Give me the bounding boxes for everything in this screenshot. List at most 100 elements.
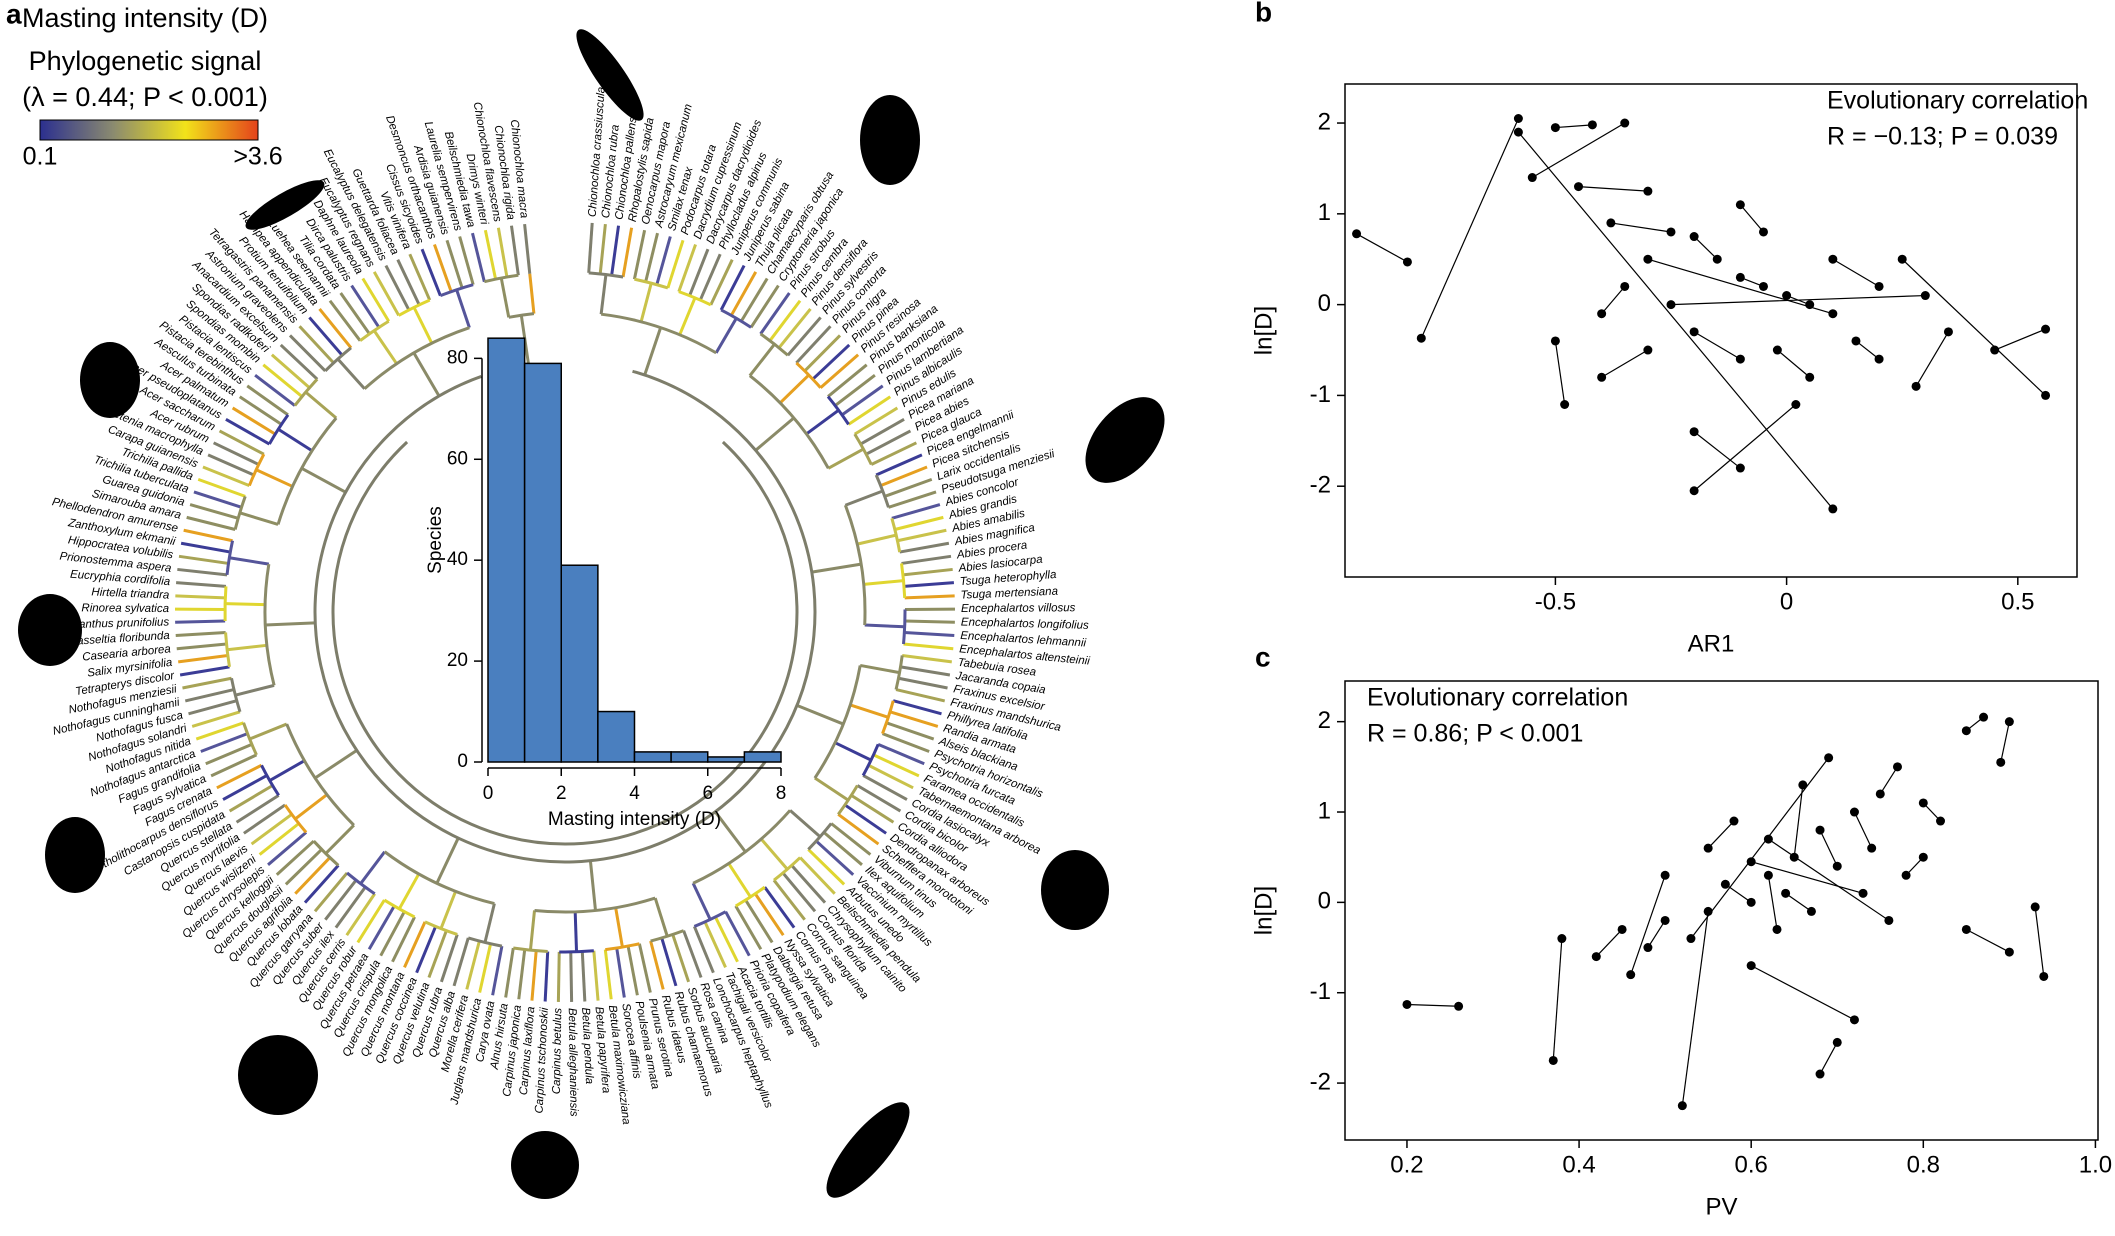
species-label: Rinorea sylvatica	[81, 602, 169, 615]
contrast-line	[1595, 929, 1623, 957]
point	[1660, 915, 1670, 925]
point	[2039, 971, 2049, 981]
branch	[265, 621, 316, 627]
branch	[799, 856, 836, 895]
point	[1513, 127, 1523, 137]
branch	[175, 619, 226, 624]
plot-frame	[1344, 83, 2078, 578]
branch	[372, 329, 398, 365]
y-tick-label: -1	[1310, 381, 1331, 408]
histogram-bar	[487, 337, 526, 763]
branch	[830, 822, 872, 856]
point	[1677, 1101, 1687, 1111]
contrast-line	[1406, 1003, 1459, 1007]
point	[1416, 333, 1426, 343]
branch	[881, 700, 895, 735]
branch	[827, 447, 865, 470]
branch	[304, 390, 338, 420]
point	[1815, 825, 1825, 835]
branch	[660, 937, 678, 987]
branch	[238, 395, 283, 426]
contrast-line	[1578, 185, 1648, 192]
branch	[587, 222, 594, 273]
histogram-bar	[707, 756, 746, 763]
branch	[465, 940, 481, 990]
branch	[210, 753, 258, 778]
contrast-line	[1739, 204, 1764, 233]
point	[1858, 888, 1868, 898]
branch	[614, 907, 624, 948]
point	[1828, 254, 1838, 264]
branch	[314, 749, 358, 780]
y-tick-label: 0	[1318, 888, 1331, 915]
branch	[508, 312, 535, 319]
point	[1587, 120, 1597, 130]
branch	[258, 822, 300, 856]
branch	[224, 632, 231, 668]
species-label: Hybanthus prunifolius	[58, 616, 169, 631]
point	[1712, 254, 1722, 264]
branch	[698, 253, 722, 301]
branch	[175, 594, 226, 600]
branch	[254, 374, 296, 407]
branch	[678, 297, 697, 336]
branch	[350, 284, 381, 329]
point	[1763, 870, 1773, 880]
branch	[724, 910, 751, 957]
branch	[655, 236, 672, 286]
point	[1597, 309, 1607, 319]
branch	[186, 515, 236, 531]
branch	[207, 453, 255, 477]
branch	[372, 271, 401, 317]
leaf-icon	[576, 29, 644, 121]
branch	[599, 274, 608, 315]
x-tick-label: 0	[1780, 588, 1793, 615]
branch	[226, 643, 268, 652]
contrast-line	[1901, 258, 2046, 396]
branch	[528, 910, 536, 951]
branch	[491, 945, 504, 996]
contrast-line	[1356, 233, 1408, 263]
point	[1920, 291, 1930, 301]
x-tick-label: 0.5	[2001, 588, 2034, 615]
branch	[249, 722, 288, 741]
branch	[898, 676, 948, 690]
branch	[603, 949, 613, 1000]
branch	[324, 824, 355, 855]
branch	[530, 950, 538, 1001]
branch	[844, 803, 887, 835]
y-axis-label: ln[D]	[1250, 886, 1277, 935]
point	[1591, 952, 1601, 962]
species-label: Carpinus tschonoskii	[533, 1007, 550, 1114]
point	[1897, 254, 1907, 264]
point	[1772, 345, 1782, 355]
contrast-line	[1552, 938, 1563, 1061]
x-tick-label: 2	[556, 783, 567, 804]
y-tick-label: -1	[1310, 978, 1331, 1005]
branch	[384, 264, 411, 311]
species-label: Tsuga mertensiana	[960, 586, 1058, 602]
point	[2041, 390, 2051, 400]
branch	[268, 759, 306, 782]
species-label: Carpinus betulus	[551, 1008, 564, 1095]
branch	[231, 406, 277, 436]
branch	[598, 223, 607, 274]
branch	[483, 229, 498, 280]
branch	[671, 934, 691, 983]
point	[1574, 182, 1584, 192]
branch	[247, 453, 266, 487]
branch	[862, 774, 908, 801]
branch	[569, 951, 574, 1002]
point	[1729, 816, 1739, 826]
branch	[427, 930, 448, 979]
point	[1643, 186, 1653, 196]
branch	[610, 225, 621, 276]
contrast-line	[1832, 258, 1880, 287]
x-axis-label: PV	[1705, 1193, 1737, 1220]
point	[1789, 852, 1799, 862]
branch	[734, 905, 763, 951]
point	[1892, 762, 1902, 772]
leaf-icon	[238, 1035, 318, 1115]
branch	[727, 862, 752, 898]
